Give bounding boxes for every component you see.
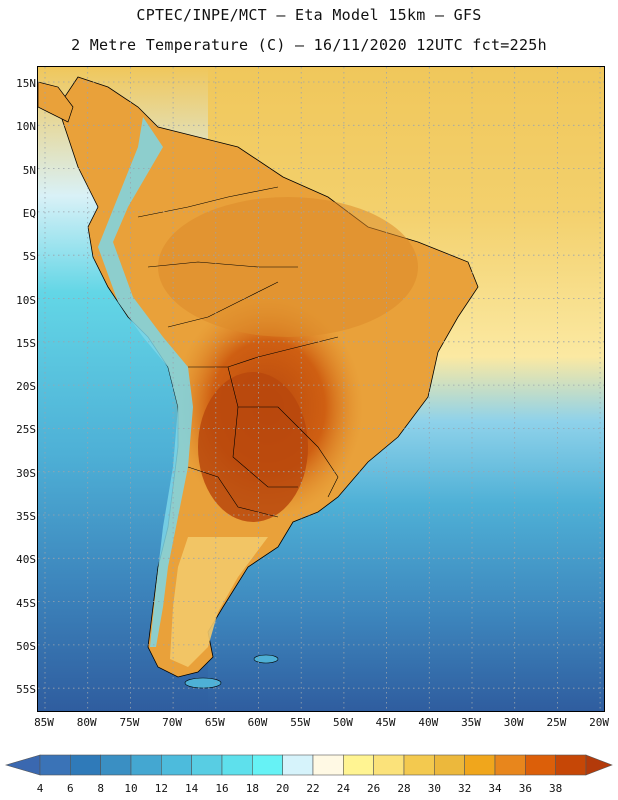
lon-label: 75W	[119, 716, 140, 729]
colorbar-label: 30	[427, 782, 441, 795]
lat-label: 50S	[16, 639, 36, 653]
lon-label: 55W	[290, 716, 311, 729]
colorbar-cell	[464, 754, 496, 776]
colorbar-cell	[130, 754, 162, 776]
lat-label: 30S	[16, 466, 36, 480]
lat-label: 10S	[16, 293, 36, 307]
colorbar-cell	[494, 754, 526, 776]
colorbar-label: 18	[245, 782, 259, 795]
colorbar-label: 28	[397, 782, 411, 795]
colorbar-cell	[252, 754, 283, 776]
lat-label: 35S	[16, 510, 36, 523]
central-america-land	[38, 81, 74, 123]
lat-label: 40S	[16, 553, 36, 567]
lat-label: 45S	[16, 596, 36, 610]
colorbar-cell	[191, 754, 223, 776]
colorbar-label: 34	[488, 782, 502, 795]
lon-label: 45W	[375, 716, 396, 729]
hot-region-chaco	[198, 372, 308, 522]
temperature-map[interactable]	[37, 66, 605, 712]
colorbar-label: 10	[124, 782, 138, 795]
country-borders	[137, 186, 339, 518]
colorbar-cell	[39, 754, 71, 776]
lon-label: 35W	[461, 716, 481, 729]
colorbar-label: 8	[97, 782, 104, 795]
lat-label: 15S	[16, 336, 36, 350]
lat-label: 15N	[16, 77, 36, 90]
lat-label: 55S	[16, 683, 36, 697]
title-line-2: 2 Metre Temperature (C) – 16/11/2020 12U…	[71, 36, 547, 54]
colorbar-cell	[373, 754, 405, 776]
colorbar	[0, 750, 618, 784]
colorbar-label: 24	[336, 782, 350, 795]
colorbar-label: 20	[276, 782, 290, 795]
lon-label: 70W	[162, 716, 183, 729]
colorbar-high-arrow	[585, 754, 613, 776]
colorbar-cell	[161, 754, 192, 776]
lon-label: 40W	[418, 716, 439, 729]
patagonia-region	[170, 537, 268, 667]
lat-label: EQ	[22, 206, 36, 220]
colorbar-label: 38	[549, 782, 563, 795]
colorbar-label: 36	[518, 782, 532, 795]
falkland-islands	[253, 654, 279, 664]
colorbar-label: 14	[185, 782, 199, 795]
lat-label: 10N	[16, 120, 36, 134]
lon-label: 60W	[247, 716, 268, 729]
lon-label: 85W	[34, 716, 54, 729]
colorbar-label: 4	[36, 782, 44, 795]
colorbar-cell	[312, 754, 344, 776]
lat-label: 20S	[16, 380, 36, 394]
colorbar-cell	[343, 754, 374, 776]
lon-label: 25W	[546, 716, 567, 729]
colorbar-cell	[282, 754, 314, 776]
colorbar-low-arrow	[4, 754, 41, 776]
colorbar-cell	[434, 754, 465, 776]
lon-label: 80W	[76, 716, 97, 729]
colorbar-label: 16	[215, 782, 229, 795]
colorbar-cell	[403, 754, 435, 776]
andes-cold-strip	[98, 117, 193, 647]
lon-label: 50W	[332, 716, 353, 729]
title-line-1: CPTEC/INPE/MCT – Eta Model 15km – GFS	[136, 6, 482, 24]
colorbar-cell	[221, 754, 253, 776]
lat-label: 5N	[22, 163, 36, 177]
colorbar-label: 12	[154, 782, 168, 795]
colorbar-label: 22	[306, 782, 320, 795]
lat-label: 5S	[22, 250, 36, 264]
colorbar-cell	[555, 754, 587, 776]
colorbar-cell	[70, 754, 101, 776]
colorbar-cell	[100, 754, 132, 776]
lon-label: 20W	[589, 716, 610, 729]
lat-label: 25S	[16, 423, 36, 437]
lon-label: 65W	[204, 716, 225, 729]
colorbar-cell	[525, 754, 556, 776]
lon-label: 30W	[503, 716, 524, 729]
colorbar-label: 26	[367, 782, 381, 795]
colorbar-label: 6	[67, 782, 74, 795]
colorbar-label: 32	[458, 782, 472, 795]
